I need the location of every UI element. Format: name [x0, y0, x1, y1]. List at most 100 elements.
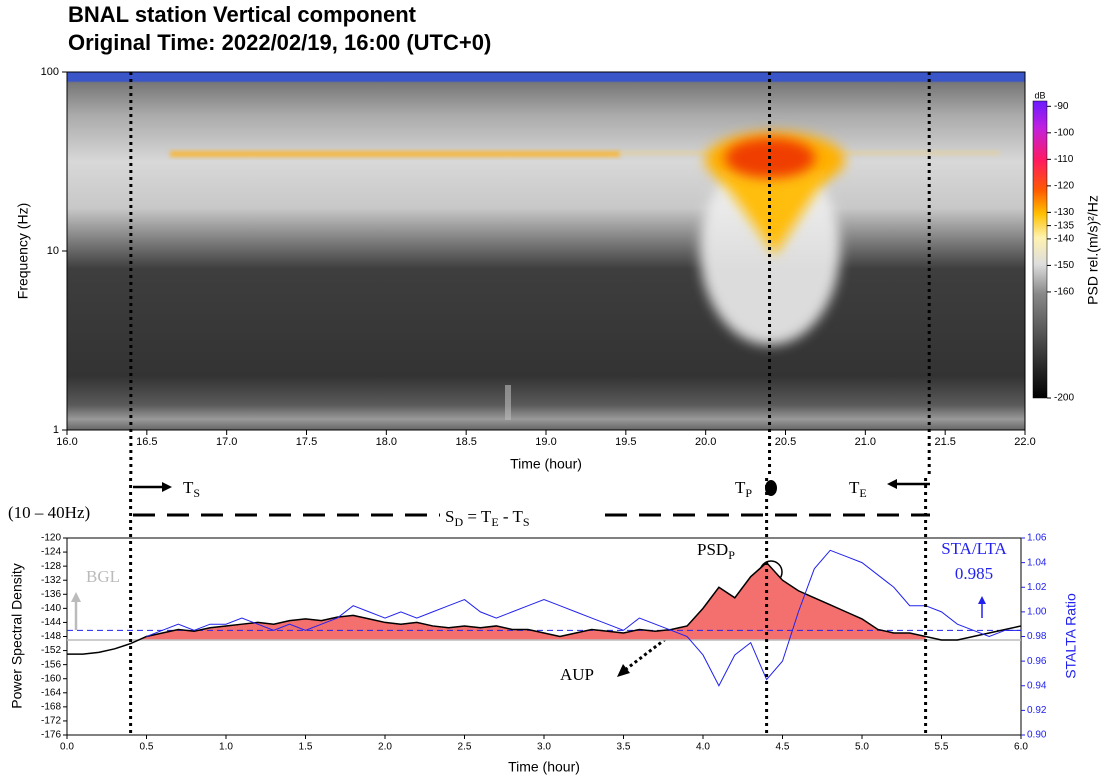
tp-label: TP — [735, 478, 752, 500]
x-tick-label: 20.5 — [775, 436, 796, 448]
threshold-label: 0.985 — [955, 564, 993, 583]
colorbar-tick-label: -130 — [1054, 207, 1074, 218]
y-tick-label: -144 — [41, 617, 61, 628]
x-tick-label: 19.0 — [535, 436, 556, 448]
colorbar-tick-label: -120 — [1054, 180, 1074, 191]
ts-label: TS — [183, 478, 200, 500]
psdp-sub: P — [728, 548, 735, 562]
y2-tick-label: 1.06 — [1027, 533, 1047, 544]
te-label: TE — [849, 478, 867, 500]
colorbar-tick-label: -140 — [1054, 234, 1074, 245]
y-tick-label: -120 — [41, 533, 61, 544]
sd-ts-sub: S — [523, 515, 530, 529]
y-tick-label: -132 — [41, 575, 61, 586]
x-tick-label: 20.0 — [695, 436, 716, 448]
colorbar-tick-label: -150 — [1054, 260, 1074, 271]
bgl-label: BGL — [86, 567, 120, 586]
x-tick-label: 4.0 — [696, 742, 710, 753]
series-line — [67, 561, 1022, 655]
y-axis-label-2: Power Spectral Density — [9, 563, 25, 709]
y-tick-label: -148 — [41, 631, 61, 642]
y2-tick-label: 0.96 — [1027, 656, 1047, 667]
aup-label: AUP — [560, 665, 594, 684]
y2-tick-label: 0.90 — [1027, 730, 1047, 741]
sd-ts: - T — [499, 507, 524, 526]
te-main: T — [849, 478, 860, 497]
x-tick-label: 4.5 — [776, 742, 790, 753]
band-label: (10 – 40Hz) — [8, 503, 90, 522]
x-tick-label: 21.0 — [855, 436, 876, 448]
ts-sub: S — [193, 486, 200, 500]
aup-area — [138, 562, 926, 641]
sd-te-sub: E — [491, 515, 498, 529]
y-tick-label: -164 — [41, 687, 61, 698]
x-tick-label: 0.5 — [140, 742, 154, 753]
x-tick-label: 16.0 — [56, 436, 77, 448]
y-tick-label: -124 — [41, 547, 61, 558]
chart-subtitle: Original Time: 2022/02/19, 16:00 (UTC+0) — [68, 30, 491, 55]
tp-sub: P — [745, 486, 752, 500]
y-tick-label: -128 — [41, 561, 61, 572]
y-tick-label: -176 — [41, 730, 61, 741]
te-sub: E — [859, 486, 866, 500]
x-tick-label: 2.0 — [378, 742, 392, 753]
x-tick-label: 16.5 — [136, 436, 157, 448]
y-axis-label: Frequency (Hz) — [15, 203, 31, 299]
bgl-arrowhead — [71, 592, 81, 602]
spectrogram-image — [67, 72, 1025, 430]
y2-tick-label: 0.98 — [1027, 631, 1047, 642]
y-tick-label: -160 — [41, 673, 61, 684]
range-annotations: TS TP TE (10 – 40Hz) SD = TE - TS — [8, 478, 930, 529]
x-tick-label: 3.5 — [617, 742, 631, 753]
colorbar-tick-label: -160 — [1054, 287, 1074, 298]
x-axis-label: Time (hour) — [510, 456, 582, 472]
tp-main: T — [735, 478, 746, 497]
x-tick-label: 17.5 — [296, 436, 317, 448]
colorbar-unit: dB — [1034, 90, 1045, 100]
colorbar-tick-label: -90 — [1054, 101, 1069, 112]
y-tick-label: 100 — [41, 66, 59, 78]
x-tick-label: 18.0 — [376, 436, 397, 448]
y-tick-label: -136 — [41, 589, 61, 600]
colorbar — [1032, 100, 1048, 399]
sd-te: = T — [463, 507, 492, 526]
sta-lta-label: STA/LTA — [941, 539, 1007, 558]
sd-formula: SD = TE - TS — [445, 507, 530, 529]
y2-tick-label: 1.04 — [1027, 557, 1047, 568]
colorbar-label: PSD rel.(m/s)²/Hz — [1085, 195, 1101, 305]
y2-tick-label: 1.02 — [1027, 582, 1047, 593]
x-tick-label: 2.5 — [458, 742, 472, 753]
chart-title: BNAL station Vertical component — [68, 2, 417, 27]
aup-arrowhead — [617, 664, 630, 677]
x-tick-label: 0.0 — [60, 742, 74, 753]
y2-tick-label: 1.00 — [1027, 607, 1047, 618]
x-tick-label: 17.0 — [216, 436, 237, 448]
ts-main: T — [183, 478, 194, 497]
x-tick-label: 21.5 — [934, 436, 955, 448]
sd-s: S — [445, 507, 454, 526]
y-tick-label: -168 — [41, 701, 61, 712]
y-tick-label: 10 — [47, 245, 59, 257]
y2-axis-label: STALTA Ratio — [1063, 593, 1079, 679]
y-tick-label: -156 — [41, 659, 61, 670]
x-tick-label: 1.5 — [299, 742, 313, 753]
colorbar-tick-label: -200 — [1054, 393, 1074, 404]
psdp-main: PSD — [697, 540, 728, 559]
x-tick-label: 18.5 — [455, 436, 476, 448]
x-tick-label: 1.0 — [219, 742, 233, 753]
y2-tick-label: 0.92 — [1027, 705, 1047, 716]
y-tick-label: -152 — [41, 645, 61, 656]
x-tick-label: 5.5 — [935, 742, 949, 753]
threshold-arrowhead — [978, 596, 986, 604]
sd-sub: D — [454, 515, 463, 529]
series-line — [146, 549, 1021, 687]
colorbar-tick-label: -135 — [1054, 220, 1074, 231]
x-tick-label: 22.0 — [1014, 436, 1035, 448]
y-tick-label: -172 — [41, 716, 61, 727]
x-tick-label: 6.0 — [1014, 742, 1028, 753]
y2-tick-label: 0.94 — [1027, 680, 1047, 691]
y-tick-label: -140 — [41, 603, 61, 614]
colorbar-tick-label: -110 — [1054, 154, 1074, 165]
y-tick-label: 1 — [53, 424, 59, 436]
